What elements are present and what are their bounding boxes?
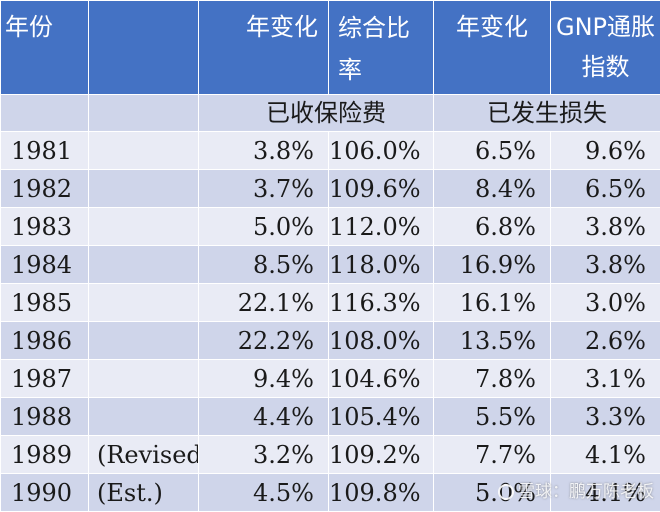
cell-note (89, 246, 199, 284)
cell-combined-ratio: 104.6% (329, 360, 434, 398)
cell-note (89, 398, 199, 436)
table-row: 1984 8.5%118.0%16.9%3.8% (1, 246, 660, 284)
cell-note: (Revised) (89, 436, 199, 474)
table-row: 1981 3.8%106.0%6.5%9.6% (1, 132, 660, 170)
header-combined-ratio-text: 综合比率 (338, 7, 424, 91)
cell-loss-change: 6.5% (434, 132, 551, 170)
cell-gnp-index: 3.3% (551, 398, 660, 436)
cell-note (89, 284, 199, 322)
group-spacer (89, 95, 199, 132)
cell-loss-change: 16.1% (434, 284, 551, 322)
cell-note (89, 322, 199, 360)
cell-combined-ratio: 112.0% (329, 208, 434, 246)
cell-loss-change: 7.8% (434, 360, 551, 398)
cell-combined-ratio: 118.0% (329, 246, 434, 284)
cell-loss-change: 8.4% (434, 170, 551, 208)
header-year: 年份 (1, 1, 89, 95)
cell-combined-ratio: 116.3% (329, 284, 434, 322)
cell-loss-change: 5.5% (434, 398, 551, 436)
header-combined-ratio: 综合比率 (329, 1, 434, 95)
cell-year: 1985 (1, 284, 89, 322)
cell-combined-ratio: 106.0% (329, 132, 434, 170)
cell-gnp-index: 3.1% (551, 360, 660, 398)
cell-year: 1987 (1, 360, 89, 398)
cell-combined-ratio: 109.2% (329, 436, 434, 474)
table-row: 1985 22.1%116.3%16.1%3.0% (1, 284, 660, 322)
cell-premium-change: 8.5% (199, 246, 329, 284)
cell-year: 1986 (1, 322, 89, 360)
cell-combined-ratio: 109.6% (329, 170, 434, 208)
cell-gnp-index: 9.6% (551, 132, 660, 170)
cell-year: 1989 (1, 436, 89, 474)
cell-premium-change: 3.8% (199, 132, 329, 170)
group-spacer (1, 95, 89, 132)
cell-gnp-index: 3.0% (551, 284, 660, 322)
table-row: 1989(Revised)3.2%109.2%7.7%4.1% (1, 436, 660, 474)
cell-gnp-index: 3.8% (551, 208, 660, 246)
group-label-row: 已收保险费 已发生损失 (1, 95, 660, 132)
header-gnp-index-text: GNP通胀指数 (554, 7, 658, 87)
cell-gnp-index: 2.6% (551, 322, 660, 360)
cell-loss-change: 16.9% (434, 246, 551, 284)
cell-premium-change: 3.2% (199, 436, 329, 474)
cell-gnp-index: 3.8% (551, 246, 660, 284)
table-row: 1987 9.4%104.6%7.8%3.1% (1, 360, 660, 398)
cell-gnp-index: 4.1% (551, 436, 660, 474)
cell-premium-change: 22.1% (199, 284, 329, 322)
table-row: 1983 5.0%112.0%6.8%3.8% (1, 208, 660, 246)
cell-note (89, 170, 199, 208)
table-header-row: 年份 年变化 综合比率 年变化 GNP通胀指数 (1, 1, 660, 95)
header-premium-change: 年变化 (199, 1, 329, 95)
header-loss-change: 年变化 (434, 1, 551, 95)
cell-note (89, 132, 199, 170)
cell-year: 1981 (1, 132, 89, 170)
cell-note (89, 360, 199, 398)
cell-combined-ratio: 108.0% (329, 322, 434, 360)
cell-loss-change: 7.7% (434, 436, 551, 474)
cell-premium-change: 3.7% (199, 170, 329, 208)
cell-premium-change: 5.0% (199, 208, 329, 246)
cell-year: 1988 (1, 398, 89, 436)
table-row: 1988 4.4%105.4%5.5%3.3% (1, 398, 660, 436)
group-label-premiums: 已收保险费 (199, 95, 434, 132)
table-row: 1986 22.2%108.0%13.5%2.6% (1, 322, 660, 360)
cell-loss-change: 6.8% (434, 208, 551, 246)
table-row: 1982 3.7%109.6%8.4%6.5% (1, 170, 660, 208)
cell-year: 1982 (1, 170, 89, 208)
cell-year: 1984 (1, 246, 89, 284)
cell-premium-change: 9.4% (199, 360, 329, 398)
cell-loss-change: 13.5% (434, 322, 551, 360)
cell-year: 1983 (1, 208, 89, 246)
cell-note (89, 208, 199, 246)
cell-combined-ratio: 105.4% (329, 398, 434, 436)
cell-premium-change: 22.2% (199, 322, 329, 360)
cell-gnp-index: 6.5% (551, 170, 660, 208)
header-gnp-index: GNP通胀指数 (551, 1, 660, 95)
header-note (89, 1, 199, 95)
cell-premium-change: 4.4% (199, 398, 329, 436)
group-label-losses: 已发生损失 (434, 95, 660, 132)
